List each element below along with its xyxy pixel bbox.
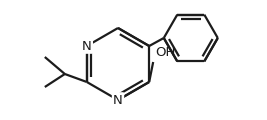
Text: OH: OH: [155, 46, 175, 59]
Text: N: N: [113, 93, 123, 107]
Text: N: N: [82, 39, 92, 53]
